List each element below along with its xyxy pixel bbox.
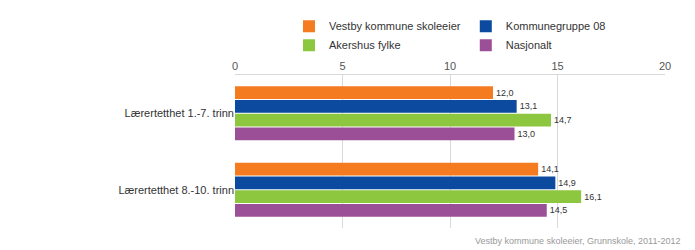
svg-text:15: 15 (551, 60, 563, 72)
svg-text:13,1: 13,1 (520, 101, 538, 111)
svg-text:13,0: 13,0 (518, 129, 536, 139)
svg-text:Nasjonalt: Nasjonalt (506, 39, 552, 51)
svg-text:Lærertetthet 8.-10. trinn: Lærertetthet 8.-10. trinn (118, 184, 234, 196)
svg-text:10: 10 (444, 60, 456, 72)
svg-text:Vestby kommune skoleeier, Grun: Vestby kommune skoleeier, Grunnskole, 20… (475, 236, 680, 246)
svg-text:14,9: 14,9 (558, 178, 576, 188)
svg-text:12,0: 12,0 (496, 88, 514, 98)
svg-text:Lærertetthet 1.-7. trinn: Lærertetthet 1.-7. trinn (125, 107, 234, 119)
svg-text:5: 5 (339, 60, 345, 72)
svg-text:20: 20 (659, 60, 671, 72)
svg-text:0: 0 (232, 60, 238, 72)
svg-text:16,1: 16,1 (584, 192, 602, 202)
svg-text:Kommunegruppe 08: Kommunegruppe 08 (506, 20, 606, 32)
svg-text:Akershus fylke: Akershus fylke (329, 39, 401, 51)
svg-text:14,1: 14,1 (541, 164, 559, 174)
svg-text:Vestby kommune skoleeier: Vestby kommune skoleeier (329, 20, 461, 32)
svg-text:14,5: 14,5 (550, 205, 568, 215)
svg-text:14,7: 14,7 (554, 115, 572, 125)
